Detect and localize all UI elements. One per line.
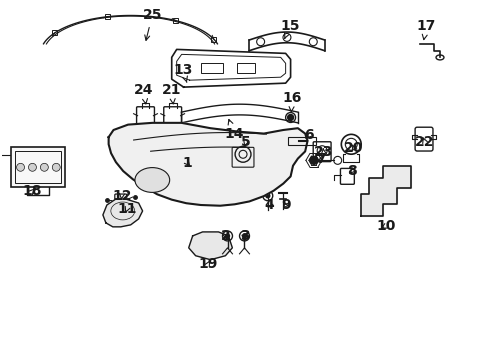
Text: 21: 21 xyxy=(162,83,181,104)
Text: 1: 1 xyxy=(182,156,192,170)
Text: 14: 14 xyxy=(224,120,243,140)
Text: 16: 16 xyxy=(282,91,301,112)
Text: 24: 24 xyxy=(134,83,153,104)
Text: 22: 22 xyxy=(414,135,434,149)
Text: 10: 10 xyxy=(376,219,395,233)
Text: 18: 18 xyxy=(22,184,41,198)
Text: 13: 13 xyxy=(173,63,192,82)
Polygon shape xyxy=(108,123,307,206)
Circle shape xyxy=(17,163,24,171)
Text: 20: 20 xyxy=(343,141,363,155)
Circle shape xyxy=(242,234,246,238)
Circle shape xyxy=(287,114,293,121)
Text: 19: 19 xyxy=(198,257,217,271)
Text: 23: 23 xyxy=(313,145,333,159)
Bar xyxy=(287,137,315,145)
Bar xyxy=(211,37,216,41)
Polygon shape xyxy=(102,199,142,227)
Bar xyxy=(104,14,109,19)
Text: 5: 5 xyxy=(241,135,250,149)
Circle shape xyxy=(52,163,60,171)
Text: 3: 3 xyxy=(239,229,249,243)
Circle shape xyxy=(225,234,229,238)
Bar xyxy=(15,152,61,183)
Text: 4: 4 xyxy=(264,198,274,212)
Text: 7: 7 xyxy=(316,152,325,166)
Circle shape xyxy=(309,156,317,164)
Text: 11: 11 xyxy=(117,202,137,216)
Bar xyxy=(11,148,65,187)
Text: 17: 17 xyxy=(416,19,435,40)
Circle shape xyxy=(28,163,36,171)
Text: 9: 9 xyxy=(281,198,290,212)
Text: 8: 8 xyxy=(346,164,356,178)
Text: 25: 25 xyxy=(142,8,162,40)
Bar xyxy=(201,63,223,73)
Text: 6: 6 xyxy=(303,129,313,142)
Bar xyxy=(237,63,254,73)
Polygon shape xyxy=(360,166,410,216)
Ellipse shape xyxy=(135,168,169,192)
Text: 15: 15 xyxy=(280,19,299,38)
Bar xyxy=(173,18,178,23)
Text: 12: 12 xyxy=(112,189,131,203)
Circle shape xyxy=(265,194,269,198)
Circle shape xyxy=(41,163,48,171)
Polygon shape xyxy=(188,232,232,260)
Text: 2: 2 xyxy=(221,229,230,243)
Bar xyxy=(52,31,57,35)
